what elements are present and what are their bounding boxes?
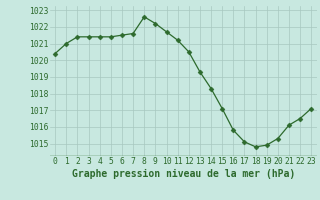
X-axis label: Graphe pression niveau de la mer (hPa): Graphe pression niveau de la mer (hPa) <box>72 169 295 179</box>
